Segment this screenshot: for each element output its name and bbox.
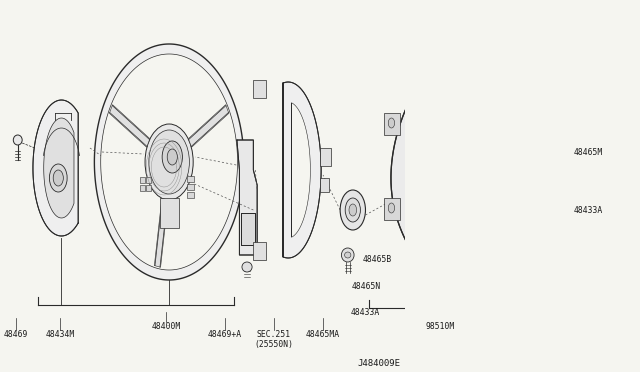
Polygon shape — [237, 140, 257, 255]
Circle shape — [340, 190, 365, 230]
Text: 48465M: 48465M — [573, 148, 602, 157]
Ellipse shape — [341, 248, 354, 262]
Circle shape — [149, 130, 189, 194]
Bar — [187, 192, 195, 198]
Bar — [147, 185, 152, 191]
Text: 48469+A: 48469+A — [208, 330, 242, 339]
Text: 48434M: 48434M — [45, 330, 75, 339]
Bar — [384, 113, 399, 135]
Polygon shape — [188, 105, 229, 147]
Polygon shape — [109, 105, 150, 147]
Circle shape — [388, 203, 395, 213]
Ellipse shape — [242, 262, 252, 272]
Polygon shape — [391, 70, 496, 286]
Circle shape — [162, 141, 182, 173]
Polygon shape — [94, 44, 244, 280]
Ellipse shape — [478, 168, 493, 188]
Polygon shape — [154, 199, 168, 267]
Polygon shape — [100, 54, 237, 270]
Ellipse shape — [13, 135, 22, 145]
Ellipse shape — [554, 144, 572, 166]
Circle shape — [388, 118, 395, 128]
Text: 48465B: 48465B — [362, 255, 392, 264]
Polygon shape — [44, 118, 74, 218]
Polygon shape — [33, 100, 78, 236]
Bar — [253, 80, 266, 98]
Text: 98510M: 98510M — [426, 322, 455, 331]
Text: 48433A: 48433A — [573, 206, 602, 215]
Text: 48465N: 48465N — [351, 282, 381, 291]
Circle shape — [349, 204, 356, 216]
Bar — [320, 148, 332, 166]
Text: 48465MA: 48465MA — [306, 330, 340, 339]
Circle shape — [345, 198, 360, 222]
Circle shape — [53, 170, 63, 186]
Ellipse shape — [426, 259, 449, 283]
Polygon shape — [292, 103, 310, 237]
FancyBboxPatch shape — [552, 189, 570, 211]
Text: SEC.251
(25550N): SEC.251 (25550N) — [254, 330, 293, 349]
Ellipse shape — [344, 252, 351, 258]
Bar — [320, 178, 329, 192]
Bar — [187, 184, 195, 190]
Text: 48433A: 48433A — [351, 308, 380, 317]
Text: 48469: 48469 — [4, 330, 28, 339]
Bar — [384, 198, 399, 220]
Circle shape — [49, 164, 67, 192]
Bar — [140, 185, 145, 191]
Ellipse shape — [558, 150, 567, 160]
Polygon shape — [283, 82, 321, 258]
Text: 48400M: 48400M — [151, 322, 180, 331]
Polygon shape — [241, 213, 255, 245]
Bar — [147, 177, 152, 183]
Bar — [140, 177, 145, 183]
Bar — [159, 198, 179, 228]
Bar — [253, 242, 266, 260]
Circle shape — [145, 124, 193, 200]
Bar — [187, 176, 195, 182]
Text: J484009E: J484009E — [357, 359, 400, 368]
Circle shape — [167, 149, 177, 165]
